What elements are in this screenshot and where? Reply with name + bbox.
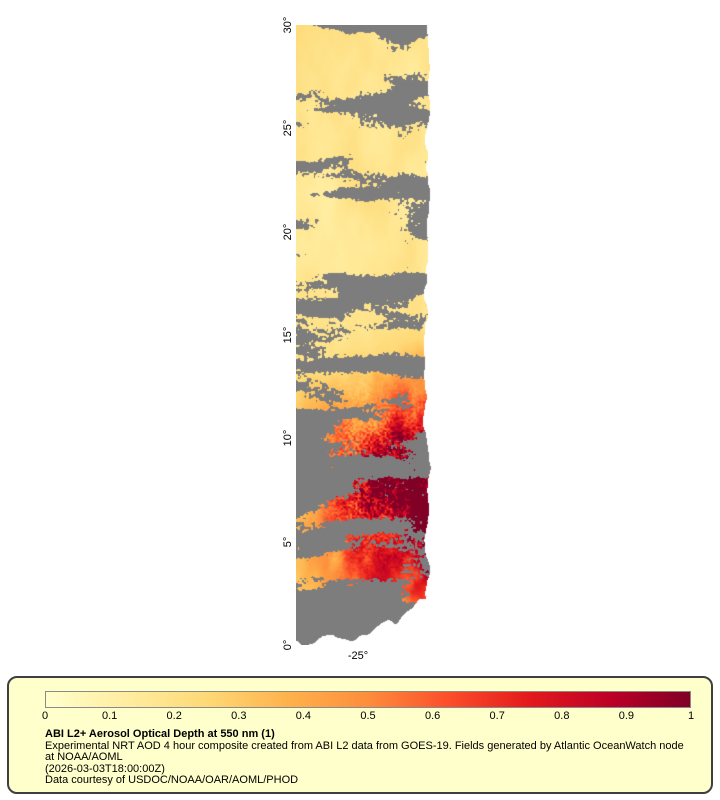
lat-tick-label: 30° — [282, 16, 294, 34]
lat-tick-label: 15° — [282, 326, 294, 344]
legend-timestamp: (2026-03-03T18:00:00Z) — [45, 762, 165, 775]
colorbar-tick-label: 0.2 — [166, 710, 182, 722]
lat-tick-label: 25° — [282, 120, 294, 137]
colorbar-ticks: 0 0.1 0.2 0.3 0.4 0.5 0.6 0.7 0.8 0.9 1 — [9, 678, 711, 792]
colorbar-tick-label: 0.4 — [295, 710, 312, 722]
colorbar-tick-label: 0 — [41, 710, 49, 722]
lat-tick-label: 20° — [282, 223, 294, 240]
colorbar-tick-label: 0.1 — [101, 710, 118, 722]
legend-title: ABI L2+ Aerosol Optical Depth at 550 nm … — [45, 728, 275, 740]
lat-tick-label: 10° — [282, 430, 294, 447]
colorbar-tick-label: 0.6 — [424, 710, 441, 722]
aod-map-image — [296, 25, 434, 645]
colorbar-tick-label: 0.7 — [489, 710, 505, 722]
legend-credit: Data courtesy of USDOC/NOAA/OAR/AOML/PHO… — [45, 774, 299, 787]
colorbar-tick-label: 0.5 — [360, 710, 376, 722]
legend-description: Experimental NRT AOD 4 hour composite cr… — [45, 739, 684, 764]
colorbar-gradient — [45, 691, 691, 708]
colorbar-tick-label: 0.3 — [231, 710, 247, 722]
lon-tick-label: -25° — [347, 650, 369, 662]
colorbar-tick-label: 1 — [687, 710, 695, 722]
colorbar-tick-label: 0.8 — [554, 710, 570, 722]
colorbar-tick-label: 0.9 — [618, 710, 635, 722]
latitude-axis: 30° 25° 20° 15° 10° 5° 0° — [0, 17, 296, 651]
legend-box: 0 0.1 0.2 0.3 0.4 0.5 0.6 0.7 0.8 0.9 1 ABI L2+ Ae… — [7, 676, 713, 794]
legend-text-block: ABI L2+ Aerosol Optical Depth at 550 nm … — [45, 728, 685, 787]
lat-tick-label: 0° — [282, 639, 294, 651]
lat-tick-label: 5° — [282, 536, 294, 547]
